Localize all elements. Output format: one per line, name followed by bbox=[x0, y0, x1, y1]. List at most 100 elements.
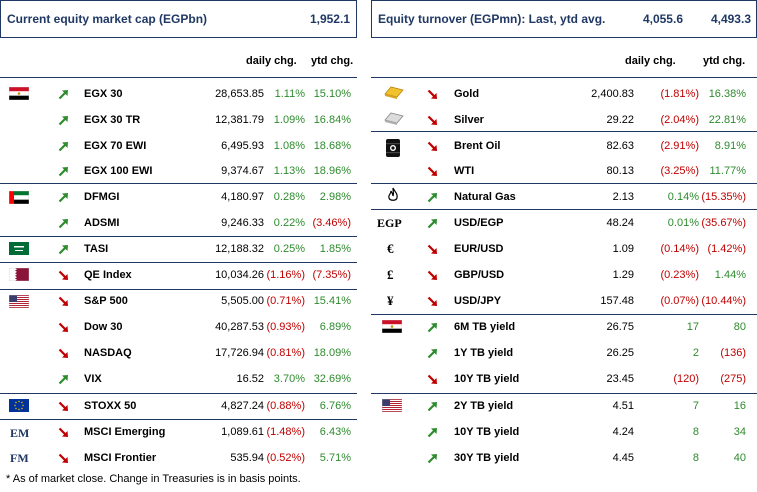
trend-indicator bbox=[58, 184, 70, 210]
daily-change: (0.71%) bbox=[266, 295, 305, 307]
ytd-change: 18.09% bbox=[313, 347, 351, 359]
arrow-up-right-icon bbox=[427, 193, 437, 203]
arrow-up-right-icon bbox=[427, 349, 437, 359]
table-row: GBP/USD 1.29 (0.23%) 1.44% bbox=[371, 262, 757, 288]
instrument-value: 4,180.97 bbox=[221, 191, 264, 203]
arrow-down-right-icon bbox=[58, 348, 68, 358]
arrow-down-right-icon bbox=[427, 244, 437, 254]
ytd-change: 16.84% bbox=[313, 114, 351, 126]
daily-change: 0.22% bbox=[273, 217, 305, 229]
daily-change: 2 bbox=[692, 347, 699, 359]
table-row: Gold 2,400.83 (1.81%) 16.38% bbox=[371, 81, 757, 107]
ytd-change: (10.44%) bbox=[701, 295, 746, 307]
ytd-change: 40 bbox=[733, 452, 746, 464]
arrow-up-right-icon bbox=[58, 167, 68, 177]
instrument-value: 40,287.53 bbox=[215, 321, 264, 333]
trend-indicator bbox=[427, 262, 439, 288]
egypt-flag-icon bbox=[9, 87, 29, 100]
table-row: USD/EGP 48.24 0.01% (35.67%) bbox=[371, 210, 757, 236]
trend-indicator bbox=[58, 236, 70, 262]
daily-change: (120) bbox=[673, 373, 699, 385]
daily-change: (1.81%) bbox=[660, 88, 699, 100]
instrument-value: 1.09 bbox=[612, 243, 634, 255]
table-row: EGX 70 EWI 6,495.93 1.08% 18.68% bbox=[0, 133, 357, 159]
trend-indicator bbox=[58, 133, 70, 159]
instrument-value: 6,495.93 bbox=[221, 140, 264, 152]
us-flag-icon bbox=[382, 399, 402, 412]
instrument-name: EUR/USD bbox=[454, 243, 504, 255]
ytd-change: 16.38% bbox=[708, 88, 746, 100]
instrument-name: USD/JPY bbox=[454, 295, 502, 307]
table-row: Natural Gas 2.13 0.14% (15.35%) bbox=[371, 184, 757, 210]
trend-indicator bbox=[58, 158, 70, 184]
trend-indicator bbox=[58, 81, 70, 107]
table-row: Brent Oil 82.63 (2.91%) 8.91% bbox=[371, 133, 757, 159]
daily-change: (2.04%) bbox=[660, 114, 699, 126]
instrument-name: Dow 30 bbox=[84, 321, 123, 333]
instrument-name: WTI bbox=[454, 165, 475, 177]
separator bbox=[0, 262, 357, 263]
arrow-down-right-icon bbox=[58, 296, 68, 306]
silver-bar-icon bbox=[384, 112, 404, 125]
ytd-change: 80 bbox=[733, 321, 746, 333]
daily-change: 0.28% bbox=[273, 191, 305, 203]
instrument-value: 4.24 bbox=[612, 426, 634, 438]
egypt-flag-icon bbox=[382, 320, 402, 333]
instrument-value: 157.48 bbox=[600, 295, 634, 307]
trend-indicator bbox=[427, 393, 439, 419]
separator bbox=[0, 289, 357, 290]
daily-change: 8 bbox=[692, 426, 699, 438]
oil-barrel-icon bbox=[386, 139, 400, 157]
instrument-name: 10Y TB yield bbox=[454, 426, 520, 438]
instrument-name: Brent Oil bbox=[454, 140, 501, 152]
euro-icon: € bbox=[387, 241, 394, 256]
table-row: 30Y TB yield 4.45 8 40 bbox=[371, 445, 757, 471]
table-row: 6M TB yield 26.75 17 80 bbox=[371, 314, 757, 340]
table-row: TASI 12,188.32 0.25% 1.85% bbox=[0, 236, 357, 262]
separator bbox=[371, 314, 757, 315]
arrow-up-right-icon bbox=[58, 116, 68, 126]
daily-change: 0.25% bbox=[273, 243, 305, 255]
instrument-value: 29.22 bbox=[606, 114, 634, 126]
market-cap-value: 1,952.1 bbox=[309, 12, 350, 26]
arrow-down-right-icon bbox=[427, 374, 437, 384]
footnote: * As of market close. Change in Treasuri… bbox=[6, 473, 301, 485]
instrument-value: 80.13 bbox=[606, 165, 634, 177]
arrow-up-right-icon bbox=[427, 219, 437, 229]
separator bbox=[0, 393, 357, 394]
instrument-value: 28,653.85 bbox=[215, 88, 264, 100]
daily-change: 1.11% bbox=[274, 88, 305, 100]
trend-indicator bbox=[58, 288, 70, 314]
us-flag-icon bbox=[9, 295, 29, 308]
turnover-last-value: 4,055.6 bbox=[642, 12, 683, 26]
trend-indicator bbox=[427, 314, 439, 340]
emerging-markets-icon: EM bbox=[10, 426, 30, 440]
ytd-change: 15.41% bbox=[313, 295, 351, 307]
arrow-down-right-icon bbox=[58, 427, 68, 437]
instrument-name: TASI bbox=[84, 243, 109, 255]
ytd-change: (1.42%) bbox=[707, 243, 746, 255]
daily-change: 0.14% bbox=[667, 191, 699, 203]
table-row: MSCI Frontier 535.94 (0.52%) 5.71% bbox=[0, 445, 357, 471]
trend-indicator bbox=[58, 445, 70, 471]
ytd-change: (275) bbox=[720, 373, 746, 385]
turnover-ytd-avg-value: 4,493.3 bbox=[710, 12, 751, 26]
ytd-change: (15.35%) bbox=[701, 191, 746, 203]
table-row: 10Y TB yield 4.24 8 34 bbox=[371, 419, 757, 445]
qatar-flag-icon bbox=[9, 268, 29, 281]
table-row: EGX 100 EWI 9,374.67 1.13% 18.96% bbox=[0, 158, 357, 184]
gold-bar-icon bbox=[384, 86, 404, 99]
table-row: STOXX 50 4,827.24 (0.88%) 6.76% bbox=[0, 393, 357, 419]
instrument-value: 4.45 bbox=[612, 452, 634, 464]
market-cap-title: Current equity market cap (EGPbn) bbox=[7, 12, 208, 26]
instrument-value: 4,827.24 bbox=[221, 400, 264, 412]
daily-change: (1.16%) bbox=[266, 269, 305, 281]
ytd-change: 16 bbox=[733, 400, 746, 412]
ytd-change: 6.76% bbox=[319, 400, 351, 412]
daily-change: 8 bbox=[692, 452, 699, 464]
instrument-value: 9,374.67 bbox=[221, 165, 264, 177]
separator bbox=[371, 77, 757, 78]
ytd-change: 1.44% bbox=[714, 269, 746, 281]
table-row: EGX 30 TR 12,381.79 1.09% 16.84% bbox=[0, 107, 357, 133]
ytd-change: 15.10% bbox=[313, 88, 351, 100]
